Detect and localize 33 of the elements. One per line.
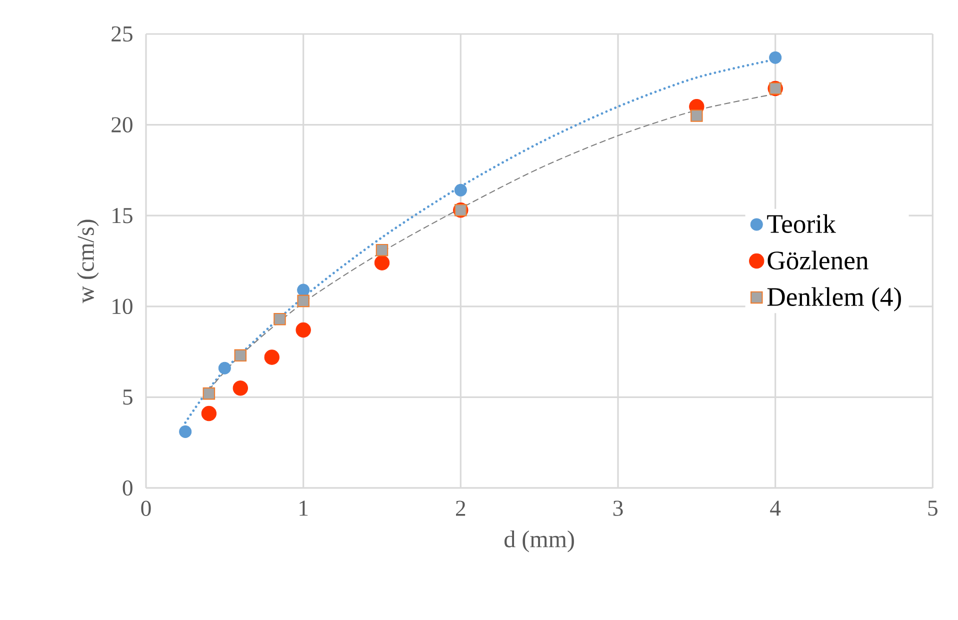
point [218, 362, 231, 374]
point [296, 322, 311, 338]
x-tick-label: 2 [456, 500, 466, 516]
point [264, 350, 280, 365]
legend-label: Denklem (4) [767, 287, 901, 312]
point [202, 387, 216, 400]
point [297, 294, 310, 308]
point [201, 406, 217, 422]
point [274, 312, 286, 326]
y-tick-label: 25 [112, 26, 132, 42]
y-tick-label: 5 [123, 390, 132, 405]
x-tick-label: 5 [928, 500, 938, 516]
x-tick-label: 4 [770, 500, 781, 516]
point [454, 184, 467, 196]
x-tick-label: 0 [141, 500, 151, 516]
point [769, 51, 782, 64]
y-tick-label: 0 [122, 480, 132, 496]
x-tick-label: 1 [300, 500, 308, 516]
point [297, 284, 310, 296]
y-tick-label: 20 [112, 117, 132, 132]
point [179, 425, 192, 438]
point [690, 110, 703, 122]
point [232, 380, 248, 396]
y-tick-label: 10 [112, 298, 132, 314]
x-tick-label: 3 [613, 500, 623, 516]
y-tick-label: 15 [112, 208, 132, 224]
y-axis-title: w (cm/s) [77, 220, 99, 304]
legend-label: Gözlenen [768, 250, 868, 270]
x-axis-title: d (mm) [504, 530, 574, 552]
point [234, 349, 247, 362]
legend-label: Teorik [767, 214, 836, 233]
point [374, 255, 390, 270]
point [376, 244, 388, 256]
